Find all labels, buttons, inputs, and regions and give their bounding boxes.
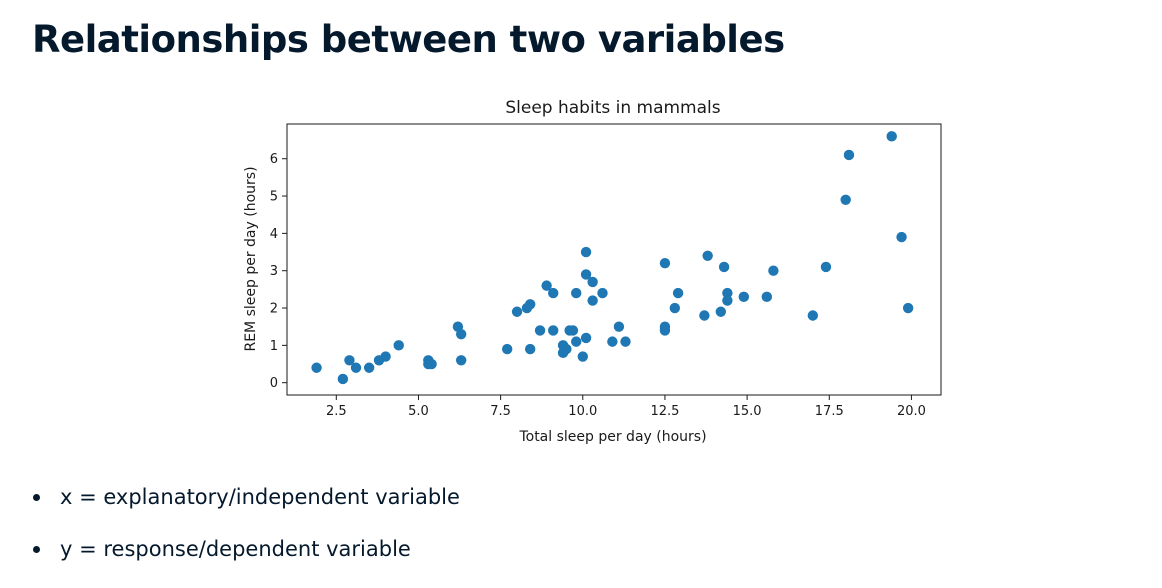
scatter-point xyxy=(820,261,832,273)
scatter-point xyxy=(380,351,391,362)
scatter-point xyxy=(511,306,523,317)
scatter-point xyxy=(571,336,582,347)
scatter-point xyxy=(620,336,631,347)
y-tick-label: 1 xyxy=(270,339,278,354)
x-tick-label: 7.5 xyxy=(490,404,511,419)
scatter-point xyxy=(702,250,713,261)
scatter-point xyxy=(524,343,536,355)
plot-area-frame xyxy=(286,123,942,396)
y-tick-label: 4 xyxy=(270,227,278,242)
scatter-point xyxy=(715,306,727,317)
scatter-point xyxy=(738,291,750,303)
scatter-chart: Sleep habits in mammals 2.5 5.0 7.5 10.0 12.… xyxy=(230,92,960,452)
x-tick-label: 20.0 xyxy=(897,404,926,419)
scatter-point xyxy=(902,302,914,314)
x-axis: 2.5 5.0 7.5 10.0 12.5 15.0 17.5 20.0 xyxy=(326,395,926,419)
scatter-point xyxy=(524,299,536,310)
scatter-point xyxy=(580,332,592,344)
y-axis-label: REM sleep per day (hours) xyxy=(243,166,259,351)
bullet-dot-icon xyxy=(33,545,40,553)
scatter-point xyxy=(886,131,897,142)
scatter-point xyxy=(580,246,592,258)
scatter-point xyxy=(455,328,467,340)
chart-svg: Sleep habits in mammals 2.5 5.0 7.5 10.0 12.… xyxy=(243,98,942,445)
data-points xyxy=(311,131,914,385)
scatter-point xyxy=(659,258,671,269)
scatter-point xyxy=(607,336,618,347)
scatter-point xyxy=(534,325,546,336)
y-tick-label: 5 xyxy=(270,190,278,205)
y-axis: 0 1 2 3 4 5 6 xyxy=(270,152,287,391)
y-tick-label: 3 xyxy=(270,264,278,279)
scatter-point xyxy=(718,261,730,273)
bullet-item-response: y = response/dependent variable xyxy=(30,530,460,568)
scatter-point xyxy=(580,269,592,280)
x-tick-label: 2.5 xyxy=(326,404,347,419)
bullet-item-explanatory: x = explanatory/independent variable xyxy=(30,478,460,516)
scatter-point xyxy=(843,149,855,161)
scatter-point xyxy=(613,321,625,332)
scatter-point xyxy=(363,362,375,373)
scatter-point xyxy=(722,295,733,306)
scatter-point xyxy=(311,362,322,373)
bullet-text: y = response/dependent variable xyxy=(60,537,411,561)
scatter-point xyxy=(722,287,733,299)
scatter-point xyxy=(571,287,582,299)
bullet-dot-icon xyxy=(33,493,40,501)
chart-title: Sleep habits in mammals xyxy=(505,98,720,118)
scatter-point xyxy=(587,295,598,306)
scatter-point xyxy=(455,355,467,366)
bullet-list: x = explanatory/independent variable y =… xyxy=(30,478,460,582)
scatter-point xyxy=(699,310,710,321)
x-tick-label: 10.0 xyxy=(568,404,597,419)
scatter-point xyxy=(541,280,552,291)
scatter-point xyxy=(896,231,907,243)
scatter-point xyxy=(768,265,779,276)
scatter-point xyxy=(393,340,404,351)
scatter-point xyxy=(669,302,680,314)
scatter-point xyxy=(840,194,851,205)
x-tick-label: 15.0 xyxy=(733,404,762,419)
page-title: Relationships between two variables xyxy=(32,18,785,61)
scatter-point xyxy=(597,287,608,299)
x-tick-label: 17.5 xyxy=(815,404,844,419)
scatter-point xyxy=(548,325,559,336)
scatter-point xyxy=(672,287,684,299)
scatter-point xyxy=(761,291,773,303)
scatter-point xyxy=(426,358,437,370)
y-tick-label: 2 xyxy=(270,302,278,317)
scatter-point xyxy=(548,287,559,299)
scatter-point xyxy=(577,351,588,362)
y-tick-label: 0 xyxy=(270,376,278,391)
scatter-point xyxy=(587,276,598,288)
scatter-point xyxy=(807,310,819,321)
scatter-point xyxy=(501,343,513,355)
y-tick-label: 6 xyxy=(270,152,278,167)
x-tick-label: 5.0 xyxy=(408,404,429,419)
x-tick-label: 12.5 xyxy=(650,404,679,419)
scatter-point xyxy=(659,325,671,336)
scatter-point xyxy=(567,325,579,336)
bullet-text: x = explanatory/independent variable xyxy=(60,485,460,509)
scatter-point xyxy=(350,362,362,373)
scatter-point xyxy=(344,355,355,366)
scatter-point xyxy=(337,373,349,385)
x-axis-label: Total sleep per day (hours) xyxy=(518,429,706,445)
scatter-point xyxy=(561,343,572,355)
